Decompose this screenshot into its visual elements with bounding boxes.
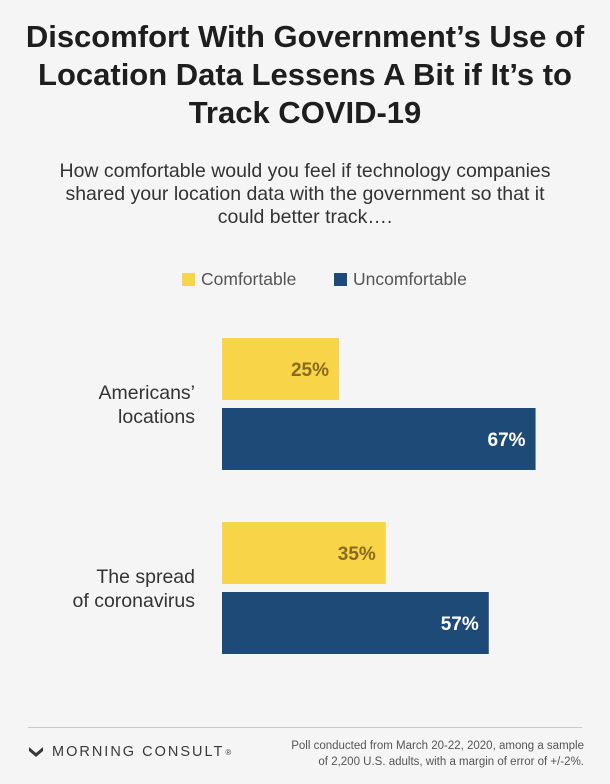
chart-subtitle: How comfortable would you feel if techno… (59, 160, 551, 228)
bar-comfortable-2 (222, 522, 386, 584)
bar-comfortable-1 (222, 338, 339, 400)
category-label-1-line-2: locations (118, 406, 195, 428)
data-label-uncomfortable-2: 57% (441, 614, 479, 635)
data-label-comfortable-1: 25% (291, 360, 329, 381)
category-label-2-line-1: The spread (96, 566, 195, 588)
bar-uncomfortable-2 (222, 592, 489, 654)
legend-label-comfortable: Comfortable (201, 269, 297, 289)
brand-name: MORNING CONSULT (52, 744, 225, 760)
legend-item-comfortable: Comfortable (182, 269, 296, 290)
bar-chart: 25% 67% Americans’locations 35% 57% The sprea… (73, 338, 536, 654)
legend-label-uncomfortable: Uncomfortable (353, 269, 467, 289)
legend-item-uncomfortable: Uncomfortable (334, 269, 467, 290)
legend-swatch-uncomfortable (334, 273, 347, 286)
legend: Comfortable Uncomfortable (0, 269, 610, 293)
footer-divider (28, 727, 582, 728)
source-line-2: of 2,200 U.S. adults, with a margin of e… (318, 756, 584, 768)
morning-consult-logo-icon (29, 747, 43, 757)
chart-title: Discomfort With Government’s Use of Loca… (25, 19, 585, 130)
bar-uncomfortable-1 (222, 408, 536, 470)
category-label-1-line-1: Americans’ (99, 382, 195, 404)
brand-trademark: ® (225, 747, 232, 757)
source-note: Poll conducted from March 20-22, 2020, a… (254, 738, 584, 770)
source-line-1: Poll conducted from March 20-22, 2020, a… (291, 740, 584, 752)
legend-swatch-comfortable (182, 273, 195, 286)
brand-logo: MORNING CONSULT ® (28, 744, 231, 760)
data-label-uncomfortable-1: 67% (488, 430, 526, 451)
data-label-comfortable-2: 35% (338, 544, 376, 565)
category-label-2-line-2: of coronavirus (73, 590, 196, 612)
